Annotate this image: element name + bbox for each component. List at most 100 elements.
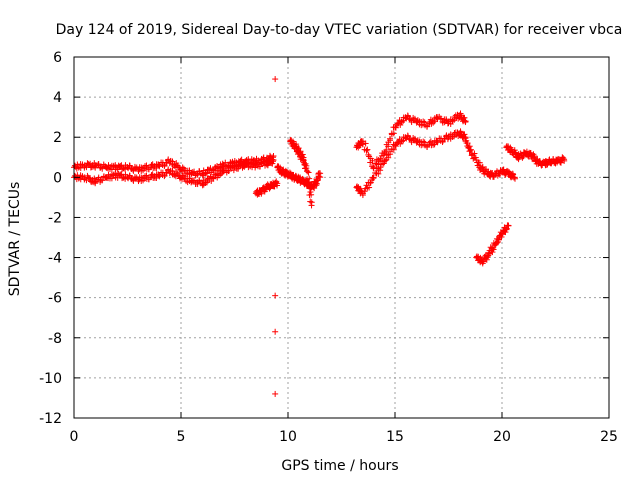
data-point <box>364 146 371 153</box>
data-point <box>390 146 397 153</box>
data-point <box>499 231 506 238</box>
data-point <box>478 165 485 172</box>
data-point <box>99 177 106 184</box>
data-point <box>455 133 462 140</box>
data-point <box>558 157 565 164</box>
data-point <box>519 153 526 160</box>
data-point <box>372 169 379 176</box>
y-tick-label: -2 <box>48 210 62 226</box>
data-point <box>372 160 379 167</box>
plot-frame <box>73 56 610 419</box>
x-tick-label: 20 <box>493 429 511 445</box>
data-point <box>515 156 522 163</box>
data-point <box>274 180 281 187</box>
data-point <box>225 167 232 174</box>
y-tick-label: 6 <box>53 50 62 66</box>
data-point <box>476 159 483 166</box>
data-point <box>387 151 394 158</box>
tick-labels: 0 5 10 15 20 25 -12 -10 -8 -6 -4 -2 0 2 4 6 <box>39 50 618 445</box>
data-point <box>230 167 237 174</box>
outlier-point <box>272 328 279 335</box>
x-tick-label: 5 <box>177 429 186 445</box>
data-point <box>375 170 382 177</box>
data-point <box>370 175 377 182</box>
data-point <box>505 222 512 229</box>
data-point <box>304 179 311 186</box>
data-point <box>434 139 441 146</box>
data-point <box>194 171 201 178</box>
x-tick-label: 0 <box>70 429 79 445</box>
data-point <box>561 156 568 163</box>
chart-title: Day 124 of 2019, Sidereal Day-to-day VTE… <box>56 22 623 38</box>
data-marks <box>71 76 568 397</box>
data-point <box>490 173 497 180</box>
data-point <box>369 157 376 164</box>
data-point <box>470 155 477 162</box>
data-point <box>304 168 311 175</box>
data-point <box>479 164 486 171</box>
data-point <box>303 165 310 172</box>
data-point <box>392 143 399 150</box>
data-point <box>305 169 312 176</box>
y-tick-label: -6 <box>48 291 62 307</box>
data-point <box>462 118 469 125</box>
data-point <box>390 130 397 137</box>
data-point <box>296 149 303 156</box>
data-point <box>511 149 518 156</box>
data-point <box>455 115 462 122</box>
y-tick-label: -12 <box>39 411 62 427</box>
data-point <box>308 202 315 209</box>
data-point <box>488 245 495 252</box>
data-point <box>317 170 324 177</box>
data-point <box>92 180 99 187</box>
data-point <box>366 184 373 191</box>
data-point <box>307 198 314 205</box>
data-point <box>204 170 211 177</box>
data-point <box>495 236 502 243</box>
y-tick-label: 4 <box>53 90 62 106</box>
x-tick-label: 10 <box>279 429 297 445</box>
y-tick-label: -4 <box>48 251 62 267</box>
gridlines <box>74 57 609 418</box>
data-point <box>363 147 370 154</box>
data-point <box>424 123 431 130</box>
axis-ticks <box>73 56 610 419</box>
data-point <box>95 161 102 168</box>
data-point <box>156 163 163 170</box>
data-point <box>489 244 496 251</box>
outlier-point <box>272 76 279 83</box>
data-point <box>305 183 312 190</box>
outlier-point <box>272 292 279 299</box>
data-point <box>511 174 518 181</box>
data-point <box>307 189 314 196</box>
y-tick-label: 2 <box>53 130 62 146</box>
data-point <box>359 141 366 148</box>
data-point <box>367 180 374 187</box>
data-point <box>132 165 139 172</box>
y-tick-label: -8 <box>48 331 62 347</box>
y-axis-label: SDTVAR / TECUs <box>7 182 23 297</box>
data-point <box>392 124 399 131</box>
data-point <box>362 140 369 147</box>
y-tick-label: 0 <box>53 170 62 186</box>
data-point <box>365 151 372 158</box>
data-point <box>461 117 468 124</box>
data-point <box>464 140 471 147</box>
data-point <box>466 143 473 150</box>
data-point <box>383 147 390 154</box>
x-axis-label: GPS time / hours <box>281 458 398 474</box>
data-point <box>367 179 374 186</box>
data-point <box>156 173 163 180</box>
data-point <box>179 172 186 179</box>
data-point <box>132 175 139 182</box>
outlier-point <box>272 390 279 397</box>
x-tick-label: 15 <box>386 429 404 445</box>
data-point <box>438 115 445 122</box>
data-point <box>467 147 474 154</box>
data-point <box>555 155 562 162</box>
data-point <box>306 175 313 182</box>
data-point <box>387 137 394 144</box>
y-tick-label: -10 <box>39 371 62 387</box>
data-point <box>382 157 389 164</box>
data-point <box>377 164 384 171</box>
